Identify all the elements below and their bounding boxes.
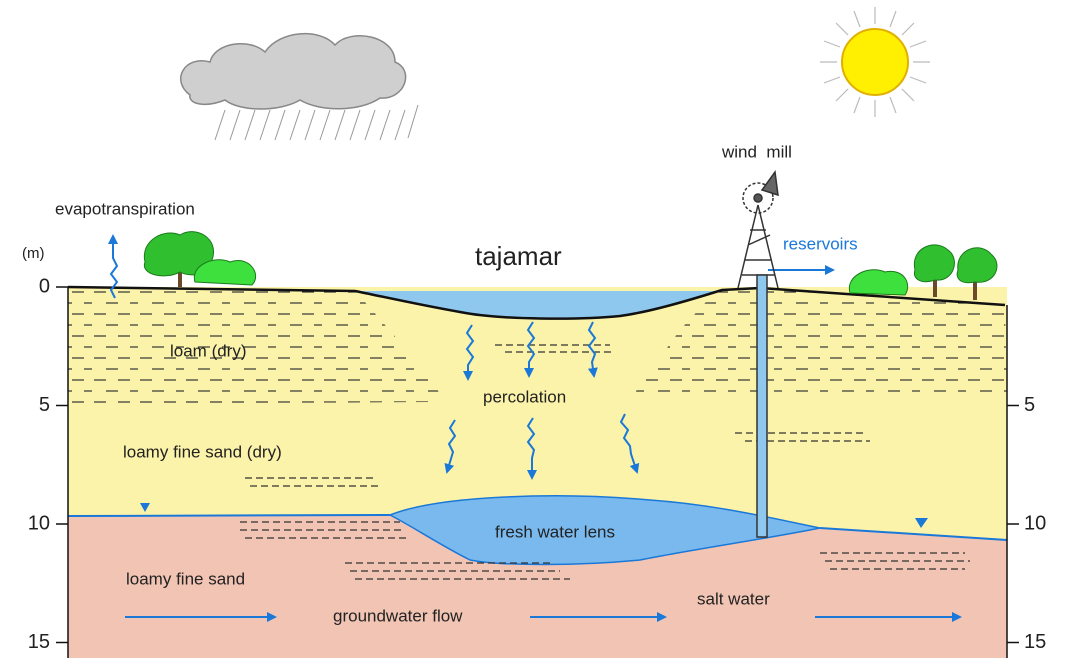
tick-label: 10 (28, 512, 50, 534)
tick-label: 0 (39, 275, 50, 297)
tick-label: 5 (1024, 394, 1035, 416)
label: tajamar (475, 241, 562, 271)
label: loam (dry) (170, 341, 247, 360)
tick-label: 15 (1024, 631, 1046, 653)
label: wind mill (721, 142, 792, 161)
tick-label: 15 (28, 631, 50, 653)
tick-label: 5 (39, 394, 50, 416)
label: percolation (483, 387, 566, 406)
label: reservoirs (783, 234, 858, 253)
label: loamy fine sand (dry) (123, 442, 282, 461)
label: salt water (697, 589, 770, 608)
label: loamy fine sand (126, 569, 245, 588)
well-pipe (757, 275, 767, 537)
tick-label: 10 (1024, 512, 1046, 534)
label: groundwater flow (333, 606, 463, 625)
axis-unit: (m) (22, 245, 45, 262)
label: evapotranspiration (55, 199, 195, 218)
label: fresh water lens (495, 522, 615, 541)
sun (820, 7, 930, 117)
diagram: (m) evapotranspiration tajamar wind mill… (0, 0, 1073, 658)
cloud (181, 34, 418, 140)
